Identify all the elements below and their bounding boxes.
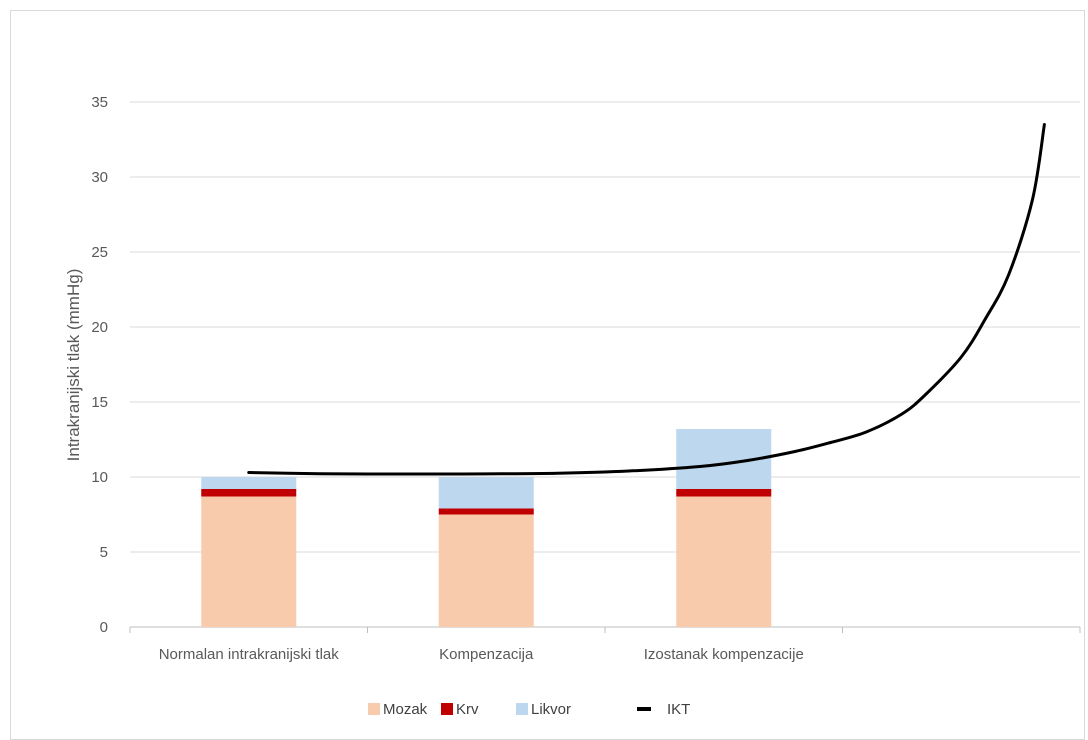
bar-mozak (438, 514, 534, 627)
legend-label-likvor: Likvor (531, 701, 571, 718)
bar-krv (201, 489, 297, 497)
y-tick-label: 5 (100, 544, 108, 561)
y-axis-ticks: 0 5 10 15 20 25 30 35 (91, 94, 108, 636)
x-tick-label: Kompenzacija (439, 646, 534, 663)
bar-krv (438, 508, 534, 515)
bar-mozak (676, 496, 772, 627)
y-tick-label: 25 (91, 244, 108, 261)
bar-likvor (201, 477, 297, 489)
bar-likvor (438, 477, 534, 509)
y-tick-label: 20 (91, 319, 108, 336)
y-tick-label: 15 (91, 394, 108, 411)
legend-label-ikt: IKT (667, 701, 690, 718)
legend-swatch-krv (441, 703, 453, 715)
bar-mozak (201, 496, 297, 627)
legend-label-mozak: Mozak (383, 701, 428, 718)
bar-krv (676, 489, 772, 497)
y-tick-label: 10 (91, 469, 108, 486)
y-tick-label: 0 (100, 619, 108, 636)
legend: Mozak Krv Likvor IKT (368, 701, 690, 718)
x-tick-label: Izostanak kompenzacije (644, 646, 804, 663)
ikt-line-group (247, 123, 1046, 476)
x-axis: Normalan intrakranijski tlak Kompenzacija… (129, 626, 1081, 663)
legend-swatch-likvor (516, 703, 528, 715)
y-axis-title: Intrakranijski tlak (mmHg) (64, 269, 83, 462)
series-line-ikt (247, 123, 1046, 476)
legend-swatch-mozak (368, 703, 380, 715)
x-tick-label: Normalan intrakranijski tlak (159, 646, 340, 663)
legend-label-krv: Krv (456, 701, 479, 718)
chart-frame (10, 10, 1085, 740)
y-tick-label: 30 (91, 169, 108, 186)
y-tick-label: 35 (91, 94, 108, 111)
bars (201, 429, 772, 627)
